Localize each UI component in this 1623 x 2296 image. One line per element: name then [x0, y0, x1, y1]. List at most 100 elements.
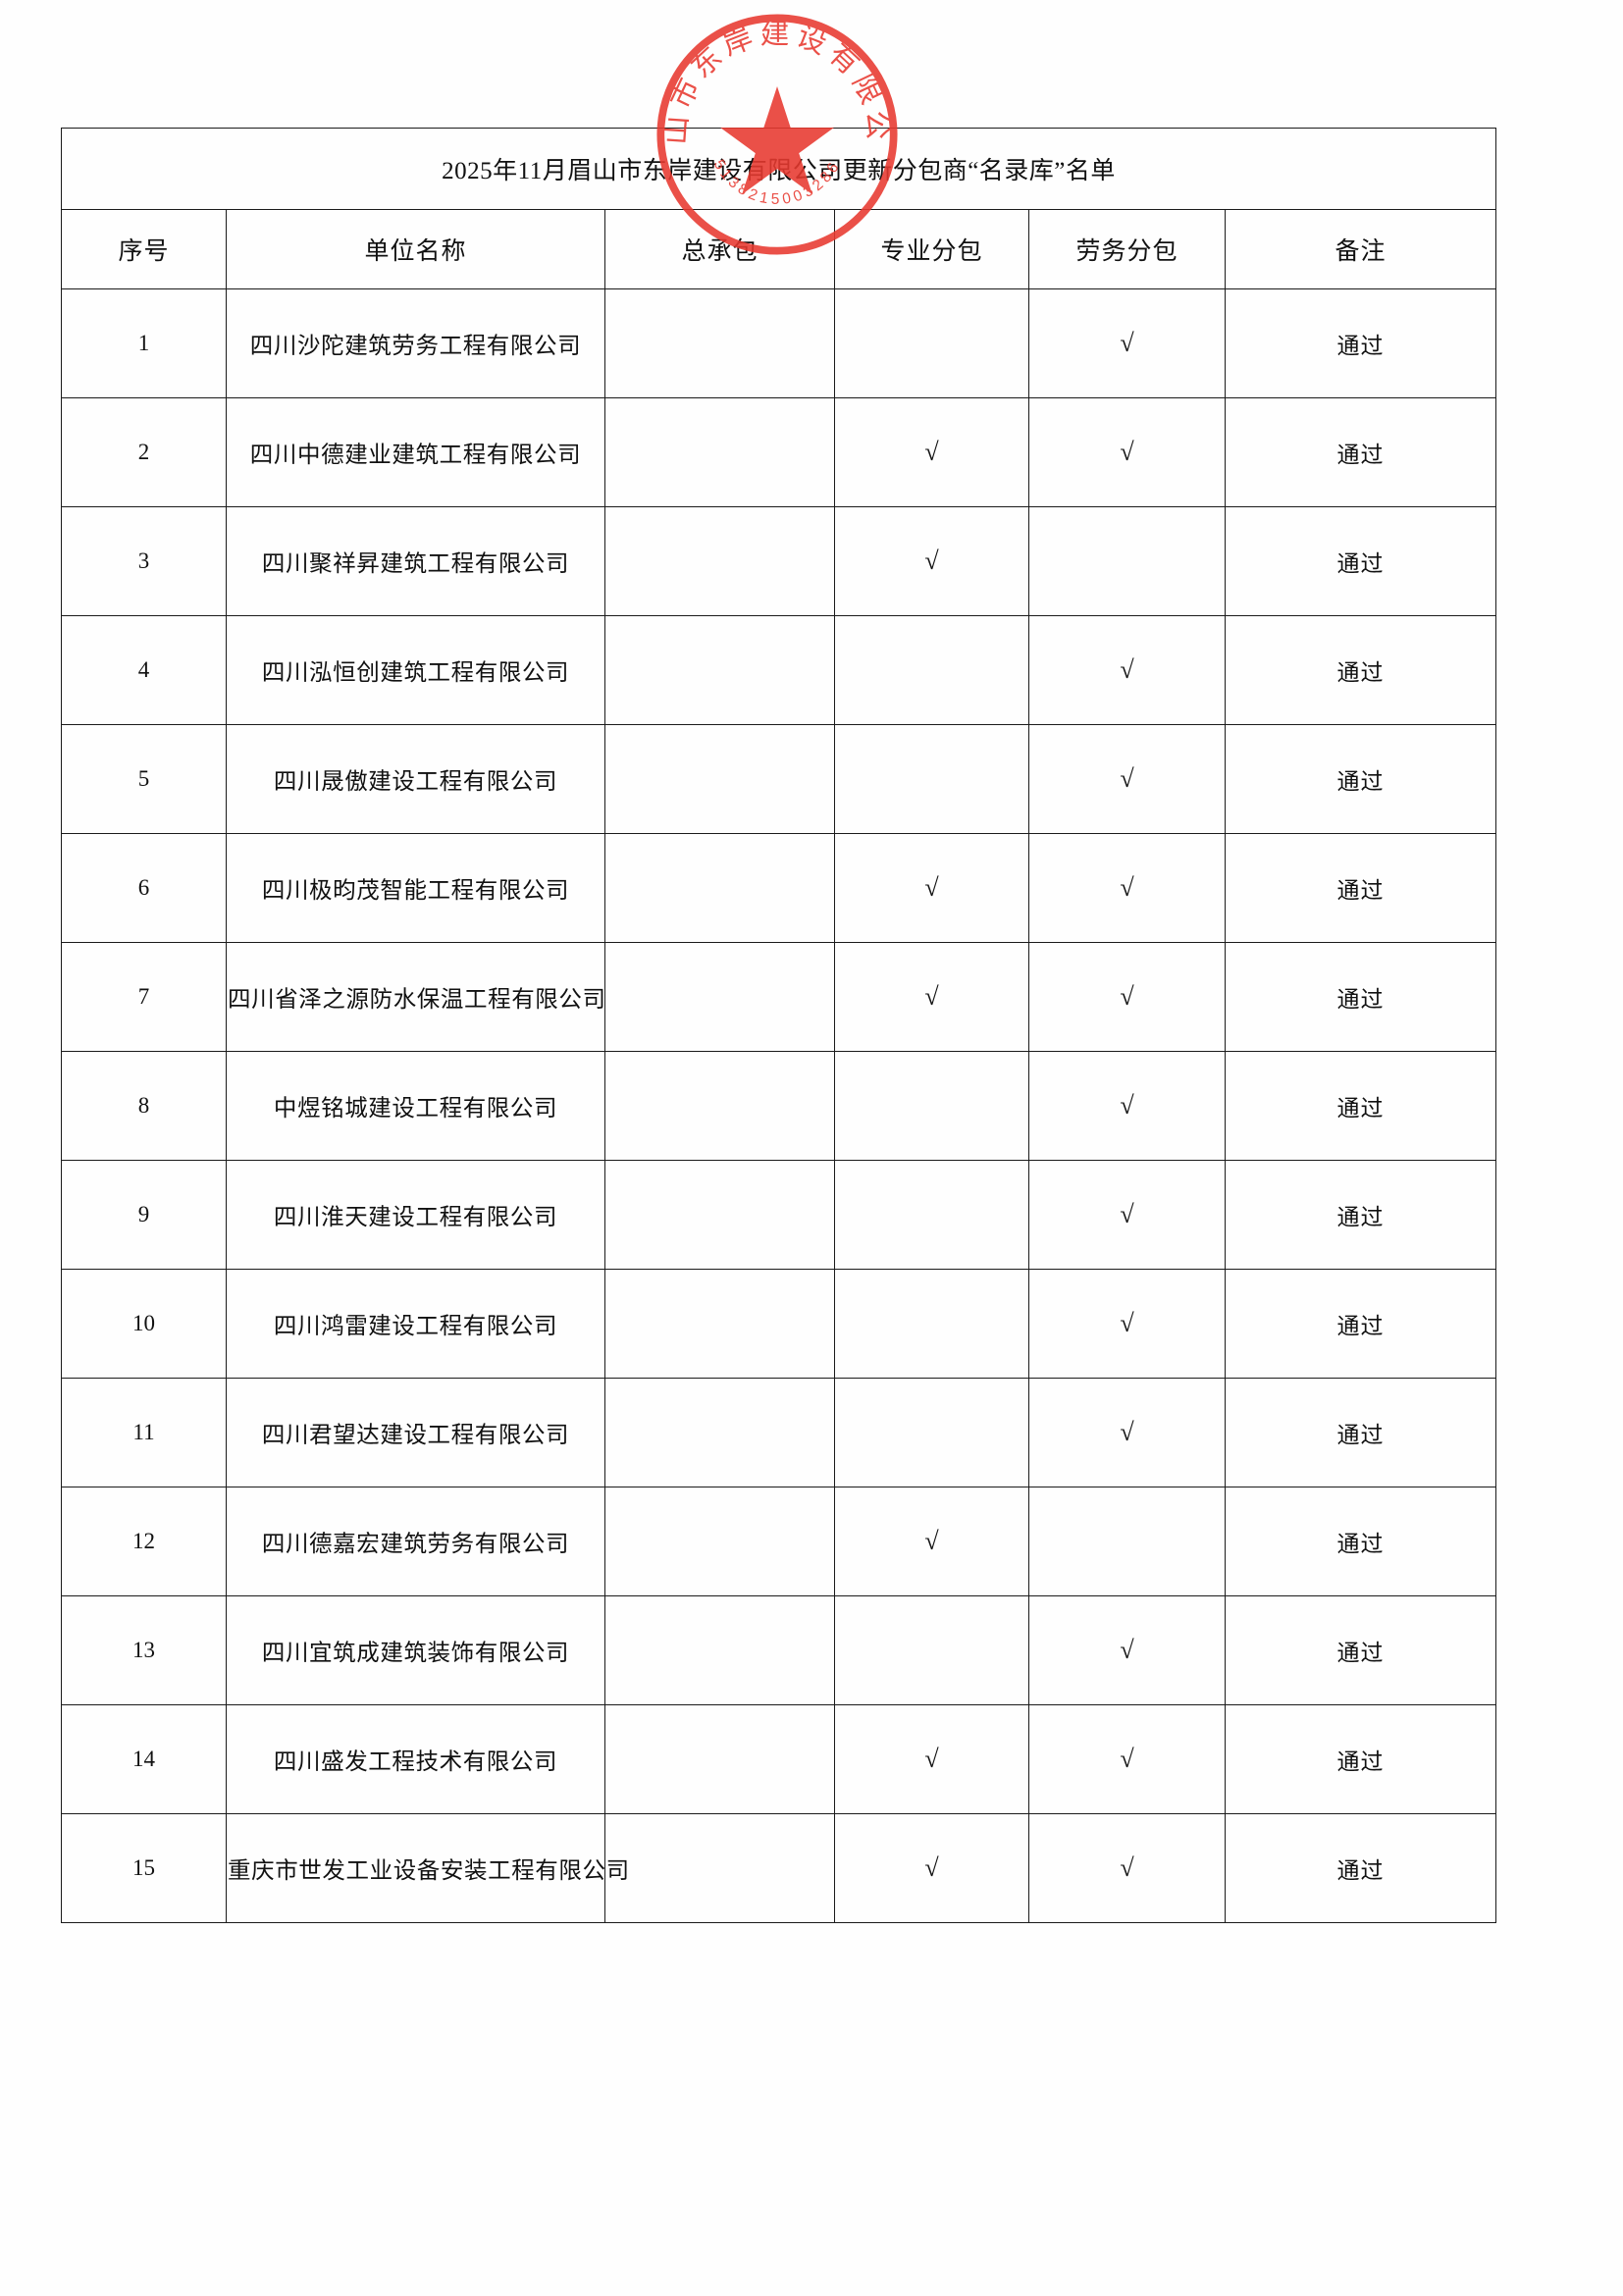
row-company-name: 四川盛发工程技术有限公司 [226, 1704, 605, 1814]
table-row: 2 四川中德建业建筑工程有限公司 √ √ 通过 [61, 397, 1497, 507]
row-labor-mark [1028, 1487, 1226, 1596]
row-general-mark [604, 615, 835, 725]
column-header-general: 总承包 [604, 209, 835, 289]
row-professional-mark [834, 1160, 1029, 1270]
row-note: 通过 [1224, 615, 1497, 725]
row-professional-mark [834, 1051, 1029, 1161]
row-index: 1 [61, 288, 227, 398]
row-note: 通过 [1224, 1269, 1497, 1379]
row-note: 通过 [1224, 1595, 1497, 1705]
row-index: 5 [61, 724, 227, 834]
row-note: 通过 [1224, 833, 1497, 943]
row-note: 通过 [1224, 288, 1497, 398]
row-index: 3 [61, 506, 227, 616]
row-general-mark [604, 1269, 835, 1379]
row-general-mark [604, 1813, 835, 1923]
row-index: 4 [61, 615, 227, 725]
row-index: 10 [61, 1269, 227, 1379]
row-professional-mark [834, 288, 1029, 398]
table-row: 3 四川聚祥昇建筑工程有限公司 √ 通过 [61, 506, 1497, 616]
table-row: 12 四川德嘉宏建筑劳务有限公司 √ 通过 [61, 1487, 1497, 1596]
table-row: 14 四川盛发工程技术有限公司 √ √ 通过 [61, 1704, 1497, 1814]
table-row: 13 四川宜筑成建筑装饰有限公司 √ 通过 [61, 1595, 1497, 1705]
row-labor-mark: √ [1028, 942, 1226, 1052]
row-professional-mark: √ [834, 1487, 1029, 1596]
row-note: 通过 [1224, 1704, 1497, 1814]
row-professional-mark: √ [834, 506, 1029, 616]
row-general-mark [604, 1487, 835, 1596]
row-general-mark [604, 833, 835, 943]
row-company-name: 四川聚祥昇建筑工程有限公司 [226, 506, 605, 616]
row-note: 通过 [1224, 724, 1497, 834]
row-labor-mark: √ [1028, 1378, 1226, 1487]
row-general-mark [604, 1378, 835, 1487]
subcontractor-list-table: 2025年11月眉山市东岸建设有限公司更新分包商“名录库”名单 序号 单位名称 … [60, 128, 1497, 1923]
row-professional-mark [834, 724, 1029, 834]
table-row: 7 四川省泽之源防水保温工程有限公司 √ √ 通过 [61, 942, 1497, 1052]
column-header-professional: 专业分包 [834, 209, 1029, 289]
row-company-name: 四川省泽之源防水保温工程有限公司 [226, 942, 605, 1052]
row-company-name: 四川泓恒创建筑工程有限公司 [226, 615, 605, 725]
column-header-index: 序号 [61, 209, 227, 289]
row-index: 2 [61, 397, 227, 507]
row-professional-mark [834, 1269, 1029, 1379]
row-note: 通过 [1224, 1813, 1497, 1923]
row-general-mark [604, 397, 835, 507]
row-professional-mark: √ [834, 1813, 1029, 1923]
row-labor-mark: √ [1028, 724, 1226, 834]
row-labor-mark: √ [1028, 1704, 1226, 1814]
column-header-note: 备注 [1224, 209, 1497, 289]
row-professional-mark [834, 1378, 1029, 1487]
row-labor-mark: √ [1028, 1160, 1226, 1270]
table-row: 4 四川泓恒创建筑工程有限公司 √ 通过 [61, 615, 1497, 725]
row-index: 9 [61, 1160, 227, 1270]
row-note: 通过 [1224, 506, 1497, 616]
row-labor-mark: √ [1028, 1595, 1226, 1705]
row-company-name: 四川宜筑成建筑装饰有限公司 [226, 1595, 605, 1705]
row-company-name: 四川淮天建设工程有限公司 [226, 1160, 605, 1270]
row-labor-mark [1028, 506, 1226, 616]
row-company-name: 四川德嘉宏建筑劳务有限公司 [226, 1487, 605, 1596]
row-index: 15 [61, 1813, 227, 1923]
row-note: 通过 [1224, 397, 1497, 507]
row-general-mark [604, 1051, 835, 1161]
row-note: 通过 [1224, 1160, 1497, 1270]
row-general-mark [604, 1160, 835, 1270]
row-professional-mark: √ [834, 833, 1029, 943]
table-row: 10 四川鸿雷建设工程有限公司 √ 通过 [61, 1269, 1497, 1379]
row-company-name: 中煜铭城建设工程有限公司 [226, 1051, 605, 1161]
row-labor-mark: √ [1028, 1813, 1226, 1923]
table-row: 1 四川沙陀建筑劳务工程有限公司 √ 通过 [61, 288, 1497, 398]
row-professional-mark [834, 615, 1029, 725]
row-company-name: 四川晟傲建设工程有限公司 [226, 724, 605, 834]
row-professional-mark: √ [834, 942, 1029, 1052]
row-labor-mark: √ [1028, 1051, 1226, 1161]
row-company-name: 重庆市世发工业设备安装工程有限公司 [226, 1813, 629, 1923]
row-professional-mark [834, 1595, 1029, 1705]
row-company-name: 四川极昀茂智能工程有限公司 [226, 833, 605, 943]
svg-text:眉山市东岸建设有限公司: 眉山市东岸建设有限公司 [651, 8, 894, 146]
row-general-mark [604, 724, 835, 834]
row-labor-mark: √ [1028, 1269, 1226, 1379]
row-index: 13 [61, 1595, 227, 1705]
row-note: 通过 [1224, 942, 1497, 1052]
row-index: 14 [61, 1704, 227, 1814]
column-header-name: 单位名称 [226, 209, 605, 289]
table-row: 8 中煜铭城建设工程有限公司 √ 通过 [61, 1051, 1497, 1161]
row-index: 11 [61, 1378, 227, 1487]
row-company-name: 四川鸿雷建设工程有限公司 [226, 1269, 605, 1379]
row-note: 通过 [1224, 1487, 1497, 1596]
subcontractor-list-table-container: 2025年11月眉山市东岸建设有限公司更新分包商“名录库”名单 序号 单位名称 … [60, 128, 1497, 1923]
row-professional-mark: √ [834, 1704, 1029, 1814]
row-labor-mark: √ [1028, 833, 1226, 943]
table-row: 5 四川晟傲建设工程有限公司 √ 通过 [61, 724, 1497, 834]
row-index: 12 [61, 1487, 227, 1596]
column-header-labor: 劳务分包 [1028, 209, 1226, 289]
row-labor-mark: √ [1028, 615, 1226, 725]
table-title-row: 2025年11月眉山市东岸建设有限公司更新分包商“名录库”名单 [60, 128, 1497, 210]
row-note: 通过 [1224, 1378, 1497, 1487]
document-title: 2025年11月眉山市东岸建设有限公司更新分包商“名录库”名单 [60, 128, 1497, 210]
row-index: 8 [61, 1051, 227, 1161]
row-labor-mark: √ [1028, 288, 1226, 398]
